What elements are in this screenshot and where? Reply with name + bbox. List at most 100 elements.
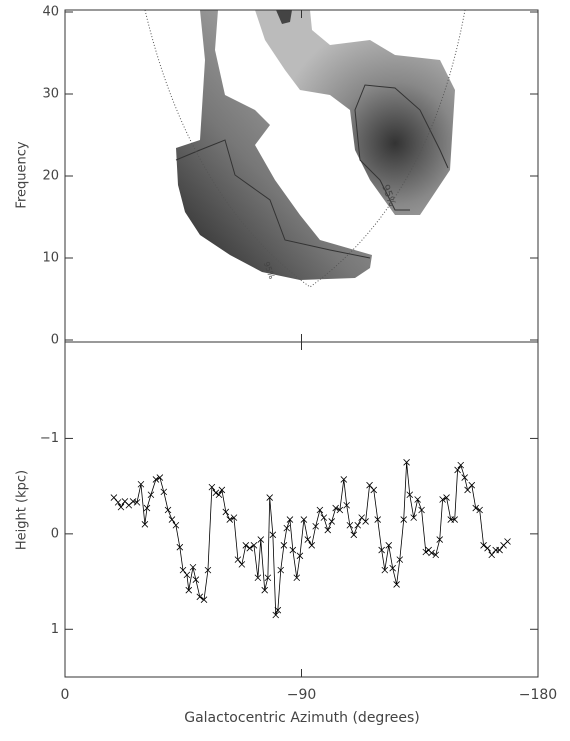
data-point: [300, 516, 308, 523]
data-point: [168, 516, 176, 523]
data-point: [328, 518, 336, 525]
x-tick-label: −180: [519, 687, 557, 703]
data-point: [196, 593, 204, 601]
data-point: [143, 504, 151, 512]
y-axis-label: Height (kpc): [15, 470, 30, 550]
data-point: [354, 521, 362, 529]
data-point: [266, 494, 273, 501]
data-point: [264, 574, 272, 582]
data-point: [257, 536, 265, 543]
data-point: [504, 538, 511, 545]
data-point: [457, 461, 465, 469]
data-point: [230, 514, 238, 521]
data-point: [312, 522, 319, 530]
data-point: [464, 486, 471, 494]
data-point: [308, 542, 316, 549]
data-point: [439, 496, 446, 503]
data-point: [117, 503, 125, 511]
data-point: [451, 516, 458, 523]
y-axis-label: Frequency: [15, 141, 30, 208]
data-point: [272, 611, 280, 619]
data-point: [343, 501, 350, 509]
data-point: [192, 576, 200, 583]
data-point: [366, 481, 373, 489]
y-tick-label: −1: [40, 431, 59, 446]
data-point: [454, 466, 461, 474]
data-point: [443, 494, 450, 501]
data-point: [304, 536, 312, 543]
data-point: [133, 499, 141, 506]
data-point: [254, 574, 262, 582]
data-point: [160, 488, 168, 496]
data-point: [129, 498, 137, 505]
data-point: [269, 531, 277, 539]
y-tick-label: 0: [51, 526, 59, 541]
data-point: [215, 491, 223, 499]
data-point: [274, 606, 282, 614]
data-point: [141, 521, 149, 528]
data-point: [238, 561, 246, 568]
data-point: [428, 549, 435, 557]
y-tick-label: 10: [42, 251, 59, 266]
data-point: [179, 566, 187, 574]
data-point: [461, 474, 468, 481]
data-point: [422, 548, 430, 556]
data-point: [242, 542, 250, 549]
data-point: [296, 552, 304, 560]
data-point: [336, 506, 344, 514]
data-point: [212, 489, 220, 497]
data-point: [378, 546, 385, 554]
data-point: [332, 504, 339, 512]
bottom-frame: [64, 341, 539, 678]
data-point: [176, 543, 184, 551]
data-point: [346, 521, 354, 529]
data-point: [185, 586, 193, 594]
data-point: [432, 551, 440, 559]
data-point: [234, 556, 242, 563]
data-point: [472, 504, 480, 512]
data-point: [283, 524, 291, 532]
data-point: [389, 564, 396, 572]
data-point: [246, 544, 254, 552]
data-point: [277, 566, 285, 574]
data-point: [484, 544, 491, 552]
x-tick-label: 0: [61, 687, 70, 703]
data-point: [324, 526, 332, 534]
data-point: [468, 481, 476, 489]
data-point: [226, 516, 234, 523]
data-point: [293, 574, 301, 582]
data-point: [137, 480, 145, 488]
data-point: [222, 508, 230, 516]
data-point: [403, 459, 410, 466]
data-point: [418, 506, 425, 514]
data-point: [414, 496, 421, 503]
data-point: [250, 542, 258, 549]
y-tick-label: 40: [42, 5, 59, 20]
x-axis-label: Galactocentric Azimuth (degrees): [184, 710, 420, 726]
data-point: [152, 476, 160, 483]
data-point: [147, 491, 155, 499]
data-point: [200, 596, 208, 603]
data-point: [208, 483, 216, 491]
data-point: [164, 506, 172, 514]
data-point: [286, 516, 294, 523]
data-point: [400, 516, 408, 523]
data-point: [280, 542, 288, 549]
data-point: [204, 566, 212, 574]
data-point: [396, 556, 404, 563]
y-tick-label: 1: [51, 622, 59, 637]
data-point: [385, 542, 393, 549]
data-point: [496, 546, 503, 554]
data-point: [110, 494, 118, 501]
y-tick-label: 30: [42, 87, 59, 102]
data-point: [114, 499, 122, 506]
data-point: [350, 531, 358, 539]
data-line: [113, 462, 508, 616]
data-point: [156, 474, 164, 481]
data-point: [488, 551, 496, 559]
x-tick-label: −90: [287, 687, 317, 703]
data-point: [436, 536, 444, 543]
data-point: [340, 476, 348, 483]
data-point: [320, 514, 328, 521]
